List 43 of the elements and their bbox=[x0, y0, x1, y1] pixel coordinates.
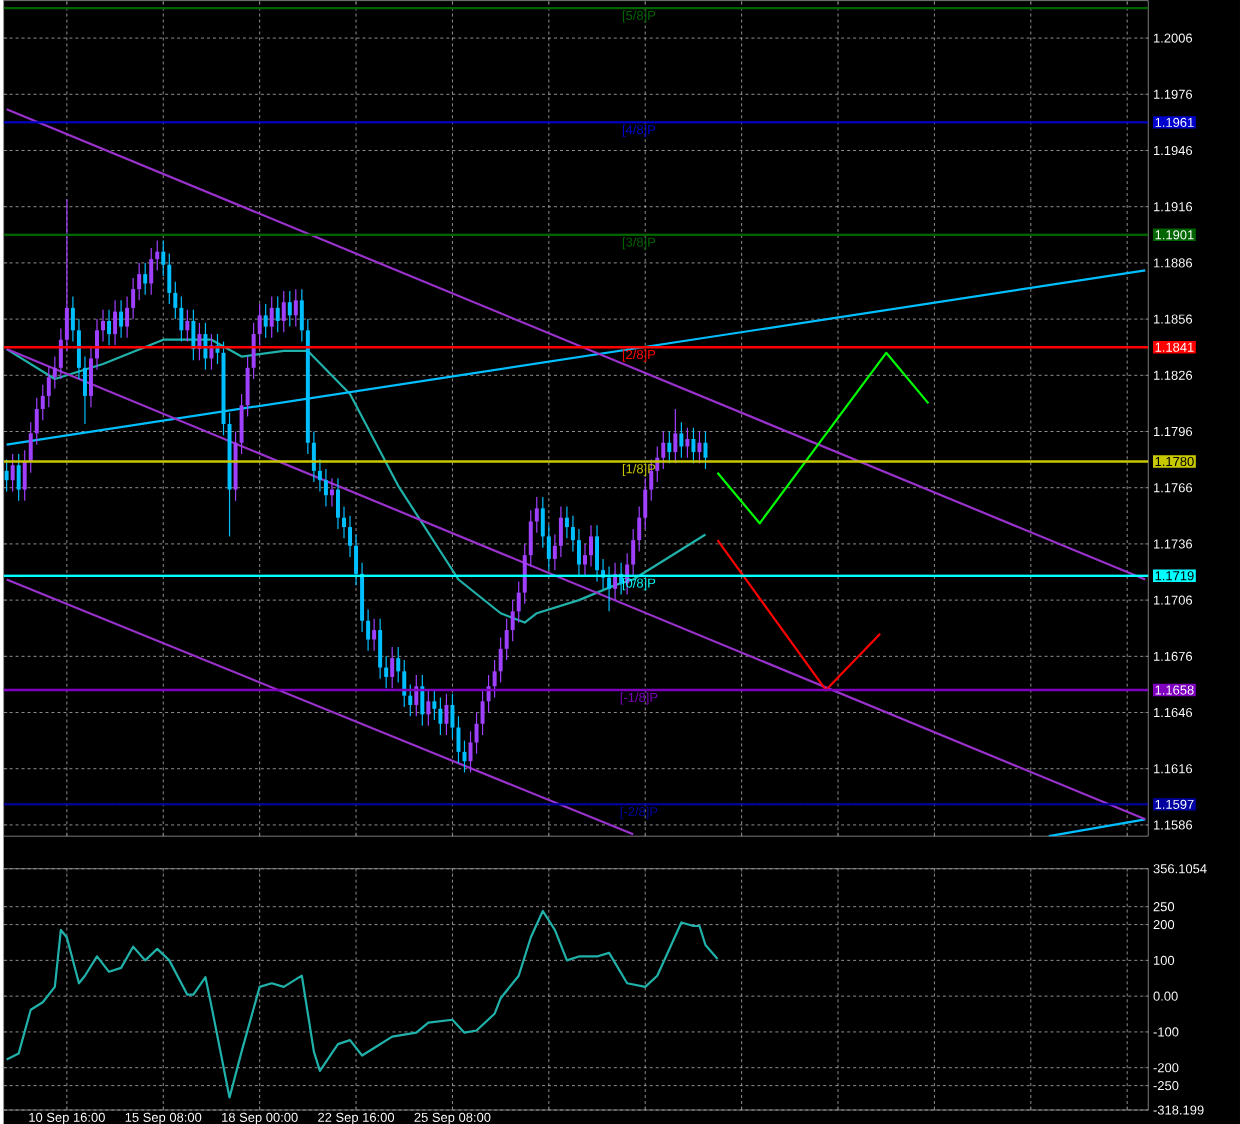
line-series bbox=[5, 909, 719, 1099]
candlestick bbox=[378, 617, 383, 680]
candlestick bbox=[432, 689, 437, 721]
line-series bbox=[716, 351, 930, 525]
candlestick bbox=[595, 524, 600, 582]
candlestick bbox=[679, 421, 684, 458]
candlestick bbox=[589, 524, 593, 567]
candlestick bbox=[420, 674, 425, 726]
candlestick bbox=[673, 408, 678, 464]
candlestick bbox=[667, 430, 672, 464]
candlestick bbox=[685, 426, 690, 458]
candlestick bbox=[143, 261, 148, 295]
candlestick bbox=[287, 290, 292, 327]
candlestick bbox=[4, 458, 9, 492]
candlestick bbox=[275, 295, 280, 333]
candlestick bbox=[703, 430, 708, 470]
candlestick bbox=[323, 468, 328, 507]
candlestick bbox=[185, 308, 190, 342]
candlestick bbox=[691, 426, 696, 464]
candlestick bbox=[113, 299, 118, 346]
candlestick bbox=[119, 299, 124, 339]
candlestick bbox=[263, 303, 268, 339]
candlestick bbox=[203, 321, 208, 370]
candlestick bbox=[329, 477, 334, 507]
candlestick bbox=[444, 692, 449, 736]
candlestick bbox=[107, 308, 112, 346]
candlestick bbox=[269, 295, 274, 339]
candlestick bbox=[438, 696, 443, 736]
candlestick bbox=[390, 646, 395, 689]
candlestick bbox=[191, 308, 196, 361]
candlestick bbox=[697, 430, 702, 464]
candlestick bbox=[426, 689, 431, 726]
candlestick bbox=[607, 565, 612, 612]
candlestick bbox=[335, 477, 340, 530]
candlestick bbox=[10, 453, 15, 492]
candlestick bbox=[293, 288, 298, 327]
candlestick bbox=[16, 453, 21, 502]
candlestick bbox=[414, 674, 419, 717]
candlestick bbox=[149, 246, 154, 295]
candlestick bbox=[46, 364, 51, 408]
line-series bbox=[5, 338, 707, 624]
candlestick bbox=[372, 617, 377, 651]
candlestick bbox=[281, 290, 286, 333]
